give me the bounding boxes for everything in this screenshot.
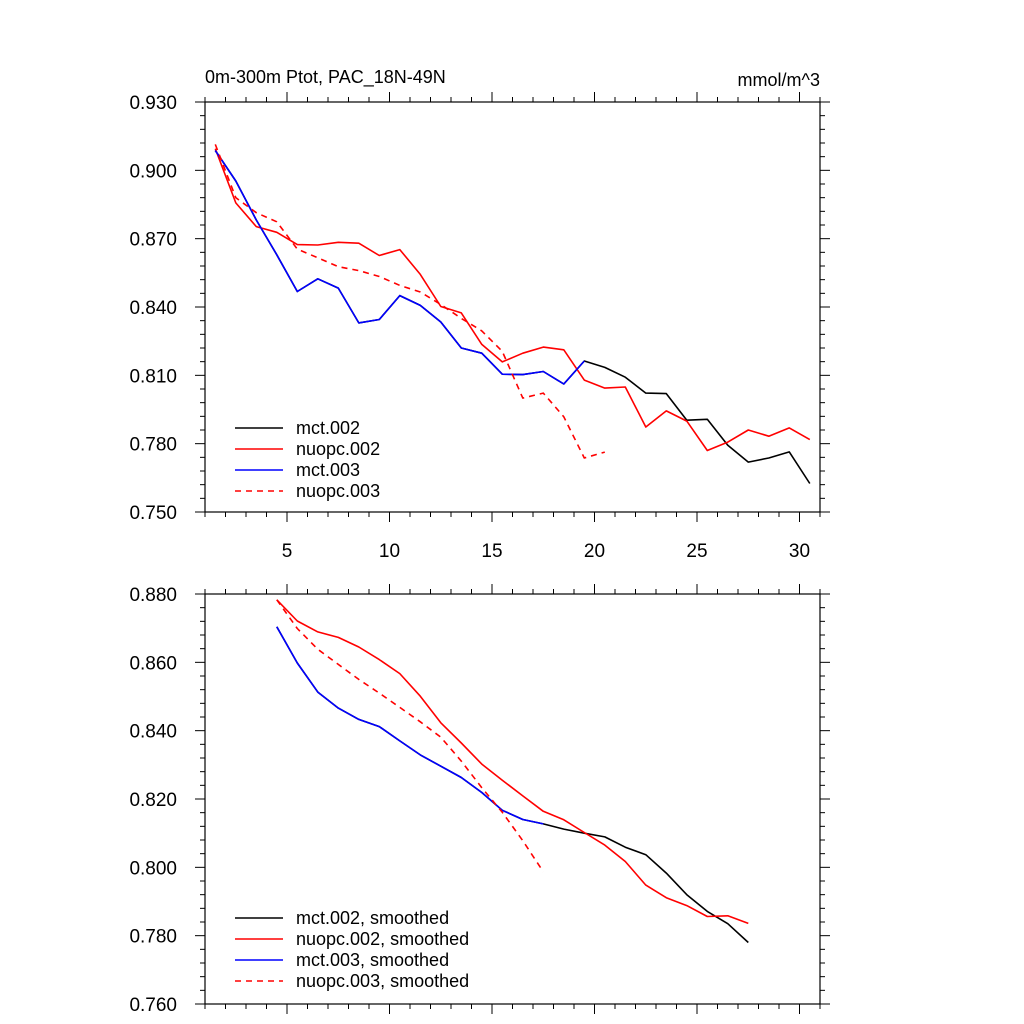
x-tick-label: 10 <box>379 541 400 562</box>
x-tick-label: 5 <box>282 541 293 562</box>
y-tick-label: 0.880 <box>129 585 177 606</box>
bottom-panel: 0.760 0.780 0.800 0.820 0.840 0.860 0.880 mct.0… <box>129 584 830 1016</box>
legend-label: nuopc.003, smoothed <box>296 971 469 991</box>
x-tick-label: 25 <box>686 541 707 562</box>
y-tick-label: 0.860 <box>129 653 177 674</box>
y-tick-label: 0.930 <box>129 93 177 114</box>
x-tick-label: 20 <box>584 541 605 562</box>
series-line <box>276 599 544 873</box>
y-tick-label: 0.870 <box>129 230 177 251</box>
legend-label: nuopc.002, smoothed <box>296 929 469 949</box>
legend-label: mct.002 <box>296 418 360 438</box>
series-line <box>214 148 811 452</box>
series-line <box>276 626 544 825</box>
series-line <box>276 626 749 944</box>
y-tick-label: 0.780 <box>129 435 177 456</box>
y-tick-label: 0.800 <box>129 858 177 879</box>
x-tick-label: 30 <box>789 541 810 562</box>
y-tick-label: 0.840 <box>129 722 177 743</box>
y-tick-label: 0.760 <box>129 995 177 1016</box>
y-tick-label: 0.750 <box>129 503 177 524</box>
legend-label: mct.003, smoothed <box>296 950 449 970</box>
chart-title: 0m-300m Ptot, PAC_18N-49N <box>205 67 446 88</box>
x-tick-label: 15 <box>481 541 502 562</box>
y-tick-label: 0.810 <box>129 366 177 387</box>
top-panel: 0m-300m Ptot, PAC_18N-49N mmol/m^3 0.750… <box>129 67 830 562</box>
series-line <box>214 144 606 459</box>
units-label: mmol/m^3 <box>738 70 820 90</box>
y-tick-label: 0.840 <box>129 298 177 319</box>
legend-label: mct.002, smoothed <box>296 908 449 928</box>
series-line <box>276 599 749 925</box>
y-tick-label: 0.780 <box>129 927 177 948</box>
y-tick-label: 0.820 <box>129 790 177 811</box>
y-tick-label: 0.900 <box>129 161 177 182</box>
legend-label: nuopc.003 <box>296 481 380 501</box>
legend-label: mct.003 <box>296 460 360 480</box>
series-line <box>214 150 585 385</box>
legend-label: nuopc.002 <box>296 439 380 459</box>
